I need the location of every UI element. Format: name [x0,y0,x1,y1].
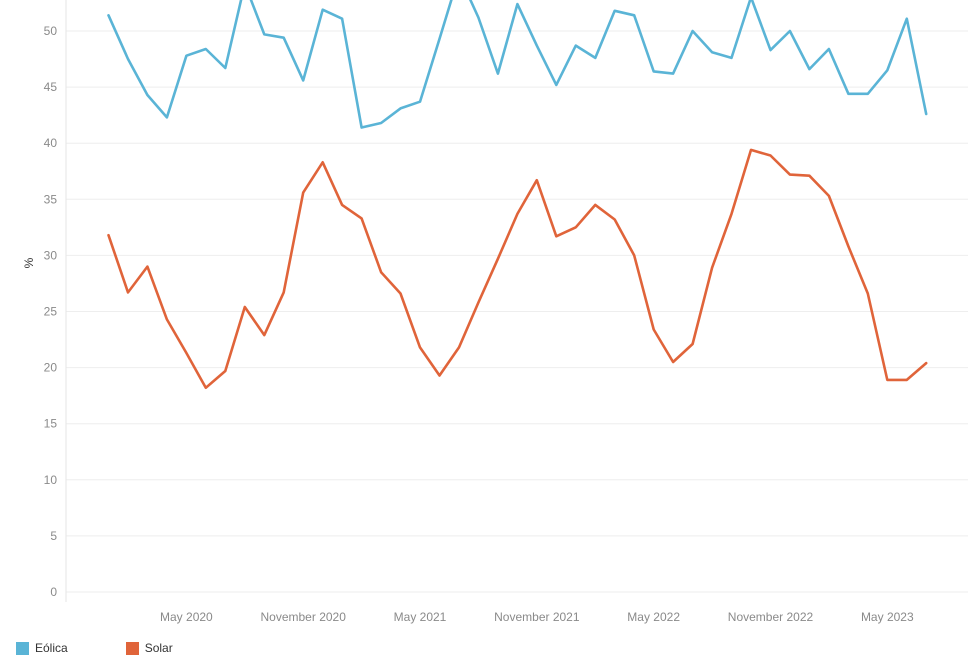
y-tick-label: 5 [50,529,57,543]
x-tick-label: May 2020 [160,610,213,624]
y-tick-label: 0 [50,585,57,599]
x-tick-label: November 2020 [261,610,347,624]
y-tick-label: 45 [44,80,58,94]
legend-swatch-solar [125,641,139,655]
x-tick-label: November 2021 [494,610,580,624]
legend: Eólica Solar [16,641,173,655]
legend-label-solar: Solar [144,641,173,655]
y-tick-label: 20 [44,361,58,375]
grid-lines [66,30,968,593]
legend-item-eolica[interactable]: Eólica [16,641,68,655]
y-tick-label: 50 [44,24,58,38]
y-tick-label: 35 [44,192,58,206]
series-lines [107,0,928,390]
y-tick-label: 40 [44,136,58,150]
legend-swatch-eolica [16,641,29,655]
line-chart: 0 5 10 15 20 25 30 35 40 45 50 May 2020 November 20… [22,0,968,624]
x-tick-label: May 2022 [627,610,680,624]
y-axis-ticks: 0 5 10 15 20 25 30 35 40 45 50 [44,24,58,599]
x-tick-label: November 2022 [728,610,814,624]
x-tick-label: May 2021 [394,610,447,624]
y-tick-label: 10 [44,473,58,487]
y-tick-label: 25 [44,305,58,319]
series-line-solar[interactable] [107,148,928,390]
x-tick-label: May 2023 [861,610,914,624]
y-tick-label: 30 [44,248,58,262]
series-line-elica[interactable] [107,0,928,129]
legend-label-eolica: Eólica [35,641,68,655]
y-tick-label: 15 [44,417,58,431]
legend-item-solar[interactable]: Solar [125,641,173,655]
x-axis-ticks: May 2020 November 2020 May 2021 November 20… [160,610,914,624]
y-axis-title: % [22,257,36,268]
